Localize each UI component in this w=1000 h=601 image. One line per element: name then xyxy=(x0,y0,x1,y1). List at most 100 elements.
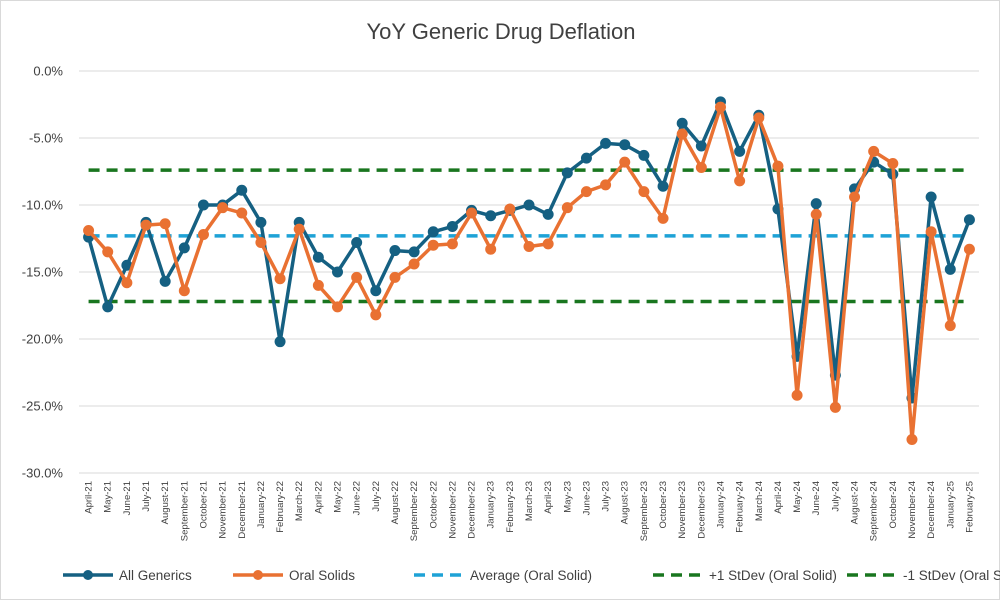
x-tick-label: July-21 xyxy=(141,481,152,512)
legend-item-1-stdev-oral-solid: +1 StDev (Oral Solid) xyxy=(653,568,837,583)
oral-solids-point xyxy=(427,239,439,251)
oral-solids-point xyxy=(542,238,554,250)
x-tick-label: January-25 xyxy=(945,481,956,529)
x-tick-label: March-23 xyxy=(524,481,535,521)
x-tick-label: February-25 xyxy=(964,481,975,533)
oral-solids-point xyxy=(887,157,899,169)
all-generics-point xyxy=(734,145,746,157)
oral-solids-point xyxy=(121,277,133,289)
y-tick-label: -20.0% xyxy=(22,332,64,347)
legend-item-oral-solids: Oral Solids xyxy=(233,568,355,583)
all-generics-point xyxy=(963,214,975,226)
x-tick-label: February-22 xyxy=(275,481,286,533)
oral-solids-point xyxy=(619,156,631,168)
oral-solids-point xyxy=(638,186,650,198)
oral-solids-point xyxy=(772,160,784,172)
all-generics-point xyxy=(657,180,669,192)
oral-solids-point xyxy=(753,112,765,124)
oral-solids-point xyxy=(504,203,516,215)
x-tick-label: February-24 xyxy=(735,481,746,533)
x-tick-label: April-21 xyxy=(84,481,95,514)
all-generics-point xyxy=(542,208,554,220)
all-generics-point xyxy=(810,198,822,210)
x-tick-label: October-24 xyxy=(888,481,899,529)
legend-label: +1 StDev (Oral Solid) xyxy=(709,568,837,583)
oral-solids-point xyxy=(963,243,975,255)
oral-solids-point xyxy=(925,226,937,238)
all-generics-point xyxy=(351,237,363,249)
all-generics-point xyxy=(944,263,956,275)
all-generics-point xyxy=(102,301,114,313)
oral-solids-series xyxy=(83,101,975,445)
x-tick-label: March-22 xyxy=(294,481,305,521)
oral-solids-point xyxy=(274,273,286,285)
x-tick-label: August-21 xyxy=(160,481,171,524)
x-tick-label: May-24 xyxy=(792,481,803,513)
x-tick-label: August-22 xyxy=(390,481,401,524)
x-axis-ticks: April-21 May-21 June-21 July-21 August-21 Sep… xyxy=(84,481,976,541)
x-tick-label: June-21 xyxy=(122,481,133,515)
oral-solids-point xyxy=(944,320,956,332)
all-generics-point xyxy=(580,152,592,164)
oral-solids-point xyxy=(140,219,152,231)
oral-solids-line xyxy=(87,105,972,442)
all-generics-point xyxy=(236,184,248,196)
x-tick-label: January-22 xyxy=(256,481,267,529)
all-generics-point xyxy=(695,140,707,152)
x-tick-label: December-24 xyxy=(926,481,937,539)
x-tick-label: December-23 xyxy=(696,481,707,539)
x-tick-label: June-24 xyxy=(811,481,822,515)
x-tick-label: June-22 xyxy=(352,481,363,515)
all-generics-point xyxy=(332,266,344,278)
x-tick-label: October-23 xyxy=(658,481,669,529)
all-generics-point xyxy=(255,216,267,228)
all-generics-point xyxy=(523,199,535,211)
x-tick-label: April-23 xyxy=(543,481,554,514)
all-generics-point xyxy=(925,191,937,203)
oral-solids-point xyxy=(849,191,861,203)
oral-solids-point xyxy=(580,186,592,198)
legend-item-all-generics: All Generics xyxy=(63,568,192,583)
oral-solids-point xyxy=(829,401,841,413)
x-tick-label: March-24 xyxy=(754,481,765,521)
all-generics-point xyxy=(370,285,382,297)
all-generics-point xyxy=(389,245,401,257)
oral-solids-point xyxy=(600,179,612,191)
y-tick-label: -30.0% xyxy=(22,466,64,481)
x-tick-label: May-22 xyxy=(333,481,344,513)
oral-solids-point xyxy=(312,279,324,291)
x-tick-label: July-22 xyxy=(371,481,382,512)
oral-solids-point xyxy=(255,237,267,249)
x-tick-label: September-24 xyxy=(869,481,880,541)
x-tick-label: October-22 xyxy=(428,481,439,529)
oral-solids-point xyxy=(332,301,344,313)
legend-label: Oral Solids xyxy=(289,568,355,583)
all-generics-point xyxy=(178,242,190,254)
chart-title: YoY Generic Drug Deflation xyxy=(366,19,635,44)
all-generics-point xyxy=(619,139,631,151)
legend-label: All Generics xyxy=(119,568,192,583)
oral-solids-point xyxy=(906,434,918,445)
x-tick-label: August-23 xyxy=(620,481,631,524)
x-tick-label: May-21 xyxy=(103,481,114,513)
x-tick-label: June-23 xyxy=(581,481,592,515)
y-axis-ticks: 0.0% -5.0% -10.0% -15.0% -20.0% -25.0% -30.0% xyxy=(22,64,64,481)
oral-solids-point xyxy=(83,224,95,236)
oral-solids-point xyxy=(102,246,114,258)
oral-solids-point xyxy=(561,202,573,214)
oral-solids-point xyxy=(657,212,669,224)
reference-lines xyxy=(88,168,970,304)
y-tick-label: -10.0% xyxy=(22,198,64,213)
legend-label: -1 StDev (Oral Solid) xyxy=(903,568,1000,583)
x-tick-label: October-21 xyxy=(198,481,209,529)
x-tick-label: September-21 xyxy=(179,481,190,541)
oral-solids-point xyxy=(293,223,305,235)
oral-solids-point xyxy=(523,241,535,253)
x-tick-label: January-24 xyxy=(715,481,726,529)
y-tick-label: -25.0% xyxy=(22,399,64,414)
x-tick-label: July-23 xyxy=(601,481,612,512)
x-tick-label: April-24 xyxy=(773,481,784,514)
all-generics-point xyxy=(638,149,650,161)
x-tick-label: November-21 xyxy=(218,481,229,539)
